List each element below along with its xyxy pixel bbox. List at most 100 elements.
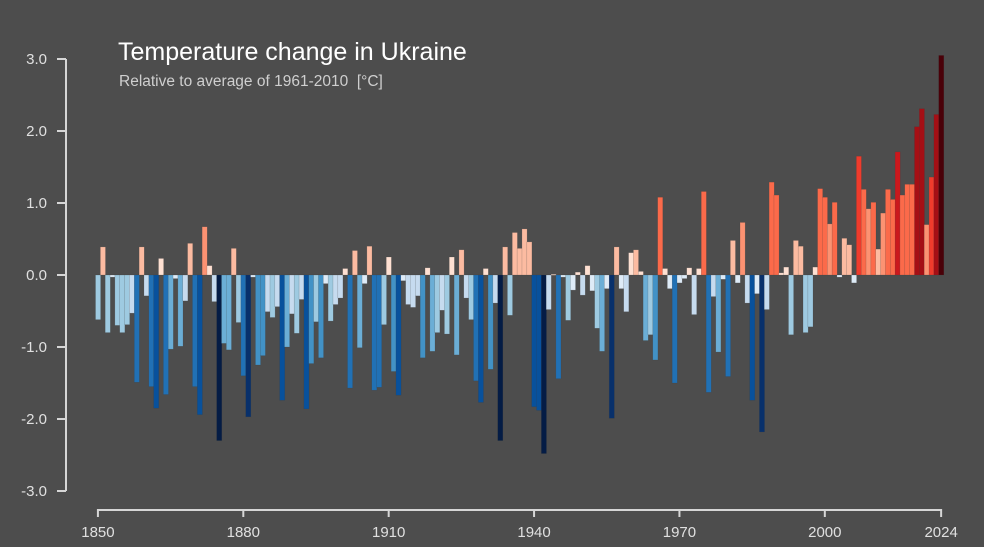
bar-1867	[177, 274, 184, 347]
bar-1964	[647, 274, 654, 336]
x-axis: 1850 1880 1910 1940 1970 2000 2024	[81, 509, 958, 541]
bar-1908	[376, 274, 382, 388]
bar-1871	[197, 274, 203, 415]
bar-1872	[201, 226, 208, 276]
bar-1988	[764, 274, 770, 310]
bar-1878	[230, 248, 237, 276]
chart-title: Temperature change in Ukraine	[118, 38, 467, 66]
bar-1987	[759, 274, 765, 433]
bar-1900	[337, 274, 344, 299]
bar-2019	[914, 126, 920, 276]
bar-2017	[904, 184, 911, 276]
y-tick-label: 1.0	[26, 195, 47, 212]
bar-1906	[366, 245, 373, 276]
bar-2002	[831, 202, 838, 276]
bar-2001	[827, 223, 833, 276]
bar-1963	[642, 274, 649, 341]
bar-1998	[812, 266, 819, 276]
bar-1999	[817, 188, 823, 276]
bar-1886	[269, 274, 276, 318]
bar-1866	[172, 274, 179, 279]
bar-1951	[584, 265, 591, 276]
bar-1912	[395, 274, 402, 396]
bar-1997	[807, 274, 814, 328]
bar-1978	[715, 274, 722, 353]
bar-1864	[163, 274, 169, 395]
bar-1961	[633, 249, 639, 276]
bar-1924	[453, 274, 460, 356]
bar-1859	[138, 246, 145, 276]
bar-1982	[734, 274, 741, 284]
bar-1916	[415, 274, 421, 297]
bar-1899	[332, 274, 339, 305]
bar-1923	[449, 256, 455, 276]
bar-1969	[671, 274, 678, 384]
bar-1980	[725, 274, 731, 377]
bar-1921	[439, 274, 445, 311]
bar-2014	[889, 199, 896, 276]
bar-1962	[638, 271, 644, 276]
bar-2012	[880, 212, 886, 276]
bar-1970	[676, 274, 683, 284]
bar-1943	[545, 274, 552, 310]
bar-1889	[284, 274, 290, 348]
bar-1879	[235, 274, 242, 323]
x-tick-label: 1970	[663, 524, 696, 541]
bar-1915	[410, 274, 416, 308]
bar-1862	[153, 274, 160, 409]
bar-1931	[487, 274, 494, 370]
bar-1934	[502, 246, 508, 276]
bar-1918	[424, 267, 431, 276]
bar-1851	[100, 246, 106, 276]
bar-1927	[468, 274, 475, 320]
bar-1966	[657, 196, 664, 276]
bar-1909	[381, 274, 387, 325]
bar-1953	[594, 274, 601, 329]
bar-1882	[250, 274, 256, 278]
bar-1856	[124, 274, 130, 325]
bar-1930	[482, 268, 489, 276]
bar-1986	[754, 274, 760, 294]
bar-1884	[260, 274, 266, 356]
bar-1955	[604, 274, 610, 289]
bar-1885	[264, 274, 271, 312]
bar-1968	[667, 274, 673, 289]
bar-1940	[531, 274, 538, 408]
bar-1888	[279, 274, 286, 401]
bar-1936	[512, 232, 518, 276]
bar-1946	[560, 274, 567, 278]
bar-1976	[705, 274, 712, 393]
bar-1895	[313, 274, 319, 323]
bar-1907	[371, 274, 378, 391]
bar-1875	[216, 274, 223, 441]
bar-1922	[444, 274, 450, 335]
bar-1904	[356, 274, 363, 348]
y-tick-label: 3.0	[26, 51, 47, 68]
bar-1948	[570, 274, 576, 291]
bar-2020	[919, 108, 925, 276]
bar-1894	[308, 274, 315, 364]
x-tick-label: 1850	[81, 524, 114, 541]
bar-1967	[662, 268, 668, 276]
bar-1898	[327, 274, 334, 322]
bar-1996	[802, 274, 809, 333]
bar-1887	[274, 274, 281, 307]
y-tick-label: 0.0	[26, 267, 47, 284]
bar-1973	[691, 274, 697, 315]
bar-1938	[521, 228, 528, 276]
bar-1910	[386, 256, 392, 276]
bar-1911	[390, 274, 397, 372]
bar-1933	[497, 274, 504, 441]
bar-2015	[894, 151, 901, 276]
bar-1855	[119, 274, 126, 333]
chart-subtitle: Relative to average of 1961-2010 [°C]	[119, 73, 383, 90]
bar-1857	[129, 274, 135, 314]
bar-1993	[788, 274, 794, 336]
bar-1913	[400, 274, 407, 282]
bar-1979	[720, 274, 727, 280]
bar-1881	[245, 274, 252, 418]
bar-1850	[95, 274, 101, 320]
bar-1902	[347, 274, 353, 389]
bar-1920	[434, 274, 441, 333]
bar-1992	[783, 266, 790, 276]
